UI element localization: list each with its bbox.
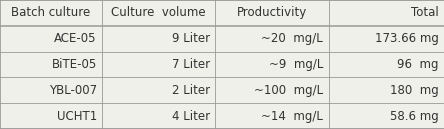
Text: ~20  mg/L: ~20 mg/L (262, 32, 323, 45)
Text: Productivity: Productivity (237, 6, 307, 19)
Text: 96  mg: 96 mg (397, 58, 439, 71)
Text: UCHT1: UCHT1 (56, 110, 97, 123)
Text: 9 Liter: 9 Liter (172, 32, 210, 45)
Text: YBL-007: YBL-007 (49, 84, 97, 97)
Text: BiTE-05: BiTE-05 (52, 58, 97, 71)
Text: 7 Liter: 7 Liter (172, 58, 210, 71)
Text: 173.66 mg: 173.66 mg (375, 32, 439, 45)
Text: Total: Total (411, 6, 439, 19)
Text: 58.6 mg: 58.6 mg (390, 110, 439, 123)
Text: 180  mg: 180 mg (390, 84, 439, 97)
Text: ~14  mg/L: ~14 mg/L (262, 110, 323, 123)
Text: Culture  volume: Culture volume (111, 6, 206, 19)
Text: ACE-05: ACE-05 (54, 32, 97, 45)
Text: ~9  mg/L: ~9 mg/L (269, 58, 323, 71)
Text: Batch culture: Batch culture (12, 6, 91, 19)
Text: ~100  mg/L: ~100 mg/L (254, 84, 323, 97)
Text: 2 Liter: 2 Liter (172, 84, 210, 97)
Text: 4 Liter: 4 Liter (172, 110, 210, 123)
